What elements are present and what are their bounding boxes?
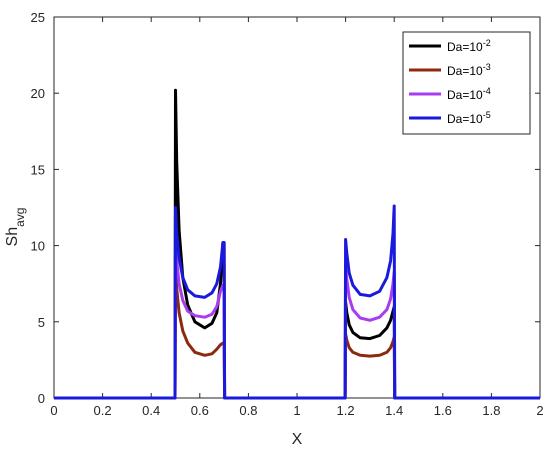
x-tick-label: 0.2 [94,403,112,418]
legend-label-exponent: -4 [483,86,491,96]
y-tick-label: 5 [38,315,45,330]
legend-label-exponent: -5 [483,110,491,120]
legend-label-base: Da=10 [447,88,483,102]
legend: Da=10-2Da=10-3Da=10-4Da=10-5 [402,31,531,135]
y-tick-label: 20 [31,86,45,101]
x-tick-label: 1 [293,403,300,418]
series-line-4 [54,204,540,400]
series-line-3 [54,241,540,400]
legend-label: Da=10-4 [447,86,491,102]
y-tick-label: 0 [38,391,45,406]
x-tick-label: 0.6 [191,403,209,418]
x-tick-label: 0.4 [142,403,160,418]
y-axis-label-sub: avg [13,208,27,227]
legend-label-exponent: -2 [483,38,491,48]
y-tick-label: 15 [31,162,45,177]
x-tick-label: 1.2 [337,403,355,418]
legend-label: Da=10-3 [447,62,491,78]
legend-label-base: Da=10 [447,40,483,54]
legend-label-base: Da=10 [447,64,483,78]
x-tick-label: 2 [536,403,543,418]
x-tick-label: 1.4 [385,403,403,418]
legend-label-exponent: -3 [483,62,491,72]
series-line-1 [54,88,540,400]
y-tick-label: 25 [31,10,45,25]
y-tick-label: 10 [31,239,45,254]
legend-label-base: Da=10 [447,112,483,126]
x-tick-labels: 0 0.2 0.4 0.6 0.8 1 1.2 1.4 1.6 1.8 2 [50,403,543,418]
y-tick-labels: 0 5 10 15 20 25 [31,10,45,406]
x-tick-label: 0 [50,403,57,418]
y-axis-label: Shavg [4,208,27,247]
y-axis-label-main: Sh [4,227,21,247]
legend-label: Da=10-5 [447,110,491,126]
x-tick-label: 1.6 [434,403,452,418]
x-axis-label: X [292,431,303,448]
series-line-2 [54,267,540,400]
x-tick-label: 0.8 [239,403,257,418]
legend-label: Da=10-2 [447,38,491,54]
series-lines [54,88,540,400]
x-tick-label: 1.8 [482,403,500,418]
